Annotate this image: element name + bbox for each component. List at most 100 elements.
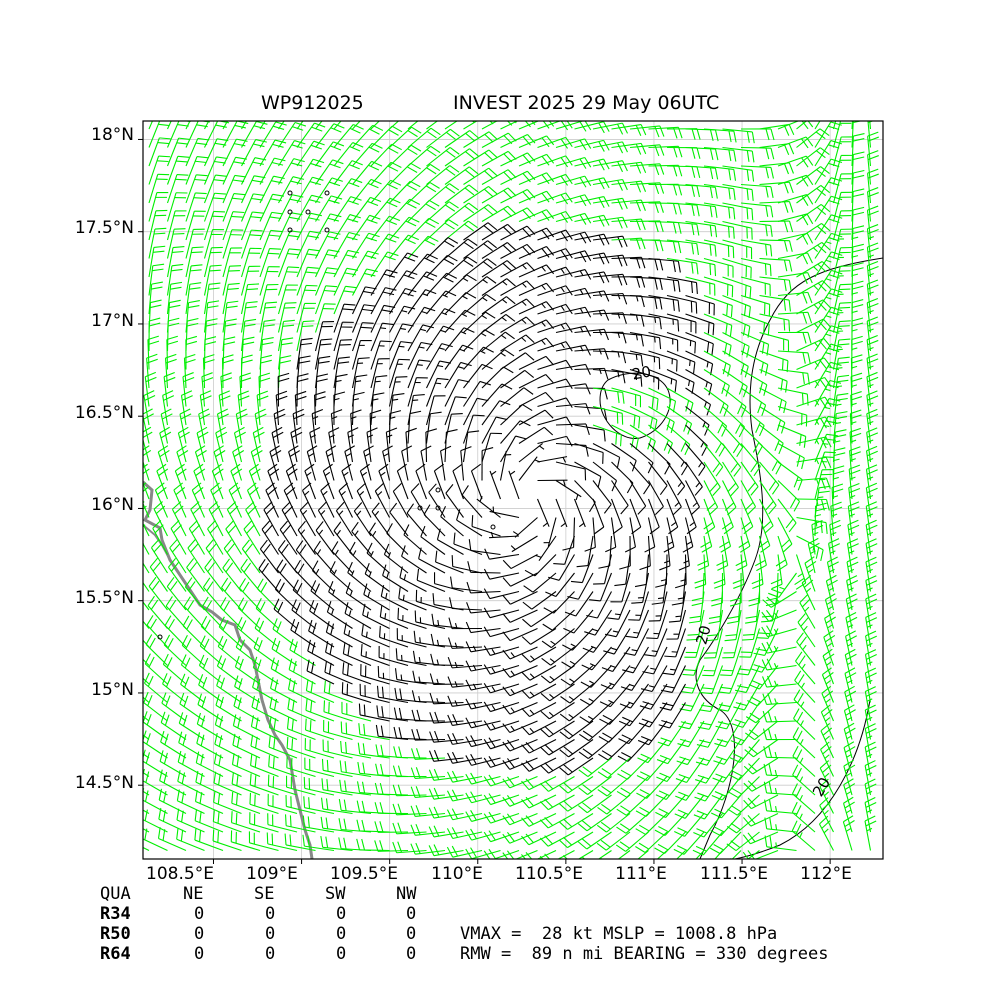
wind-barb	[866, 390, 879, 426]
wind-barb	[685, 461, 703, 496]
wind-barb	[537, 211, 573, 223]
calm-markers	[157, 190, 496, 640]
contour-label: 20	[630, 362, 653, 384]
wind-barb	[759, 257, 793, 272]
wind-barb	[258, 559, 279, 592]
lat-label: 17°N	[91, 311, 134, 331]
wind-barb	[843, 704, 856, 740]
wind-barb	[286, 717, 316, 741]
wind-barb	[167, 557, 187, 592]
wind-barb	[574, 461, 602, 488]
wind-barb	[465, 753, 501, 766]
wind-barb	[597, 776, 631, 797]
wind-barb	[249, 792, 279, 815]
wind-barb	[388, 410, 402, 444]
wind-barb	[426, 121, 456, 130]
wind-barb	[664, 628, 687, 658]
wind-barb	[467, 561, 501, 574]
wind-barb	[338, 837, 372, 852]
wind-barb	[799, 594, 816, 629]
wind-barb	[278, 158, 305, 185]
wind-barb	[777, 194, 814, 206]
wind-barb	[234, 655, 261, 685]
wind-barb	[536, 498, 550, 527]
wind-barb	[363, 445, 374, 481]
wind-barb	[851, 121, 853, 130]
wind-barb	[518, 443, 545, 463]
wind-barb	[865, 519, 878, 555]
wind-barb	[611, 331, 644, 347]
wind-barb	[325, 445, 337, 481]
wind-barb	[148, 121, 154, 130]
wind-barb	[849, 446, 861, 481]
wind-barb	[157, 827, 187, 852]
wind-barb	[444, 130, 479, 148]
wind-barb	[574, 348, 609, 360]
wind-barb	[648, 313, 680, 332]
wind-barb	[222, 192, 246, 222]
wind-barb	[703, 257, 734, 278]
wind-barb	[325, 640, 353, 666]
wind-barb	[703, 461, 721, 497]
wind-barb	[611, 480, 629, 515]
wind-barb	[296, 284, 318, 315]
wind-barb	[268, 755, 298, 778]
wind-barb	[143, 639, 150, 648]
wind-barb	[296, 320, 315, 352]
wind-barb	[792, 727, 816, 759]
wind-barb	[489, 470, 502, 500]
wind-barb	[239, 578, 261, 611]
wind-barb	[333, 303, 356, 333]
wind-barb	[369, 409, 382, 444]
wind-barb	[411, 709, 446, 722]
wind-barb	[759, 387, 787, 414]
wind-barb	[153, 501, 168, 537]
wind-barb	[296, 248, 320, 278]
wind-barb	[326, 601, 353, 629]
wind-barb	[537, 121, 573, 131]
wind-barb	[777, 121, 814, 130]
wind-barb	[761, 625, 797, 638]
wind-barb	[460, 446, 472, 481]
wind-barb	[278, 176, 305, 204]
wind-barb	[468, 539, 501, 556]
wind-barbs	[143, 121, 879, 859]
wind-barb	[466, 581, 501, 594]
wind-barb	[648, 239, 682, 254]
wind-barb	[333, 178, 363, 204]
wind-barb	[574, 424, 606, 442]
wind-barb	[148, 137, 171, 167]
wind-barb	[596, 813, 631, 833]
wind-barb	[241, 157, 267, 185]
wind-barb	[850, 372, 863, 407]
wind-barb	[537, 359, 573, 371]
wind-barb	[353, 502, 372, 537]
wind-barb	[592, 480, 612, 514]
wind-barb	[518, 355, 554, 370]
wind-barb	[425, 411, 442, 444]
wind-barb	[194, 445, 207, 481]
wind-barb	[197, 693, 224, 722]
wind-barb	[166, 155, 190, 185]
wind-barb	[271, 637, 298, 666]
wind-barb	[685, 202, 718, 218]
wind-barb	[577, 813, 612, 832]
wind-barb	[500, 170, 536, 185]
wind-barb	[143, 620, 150, 629]
wind-barb	[333, 142, 364, 167]
wind-barb	[648, 164, 683, 177]
wind-barb	[302, 834, 335, 852]
wind-barb	[230, 811, 261, 833]
wind-barb	[407, 271, 438, 296]
wind-barb	[727, 591, 742, 624]
wind-barb	[685, 165, 719, 180]
wind-barb	[410, 805, 446, 817]
wind-barb	[191, 482, 206, 518]
wind-barb	[428, 768, 464, 781]
wind-barb	[537, 435, 573, 447]
wind-barb	[851, 121, 863, 148]
wind-barb	[777, 368, 810, 385]
wind-barb	[648, 257, 681, 273]
wind-barb	[629, 443, 654, 474]
wind-barb	[796, 121, 808, 130]
